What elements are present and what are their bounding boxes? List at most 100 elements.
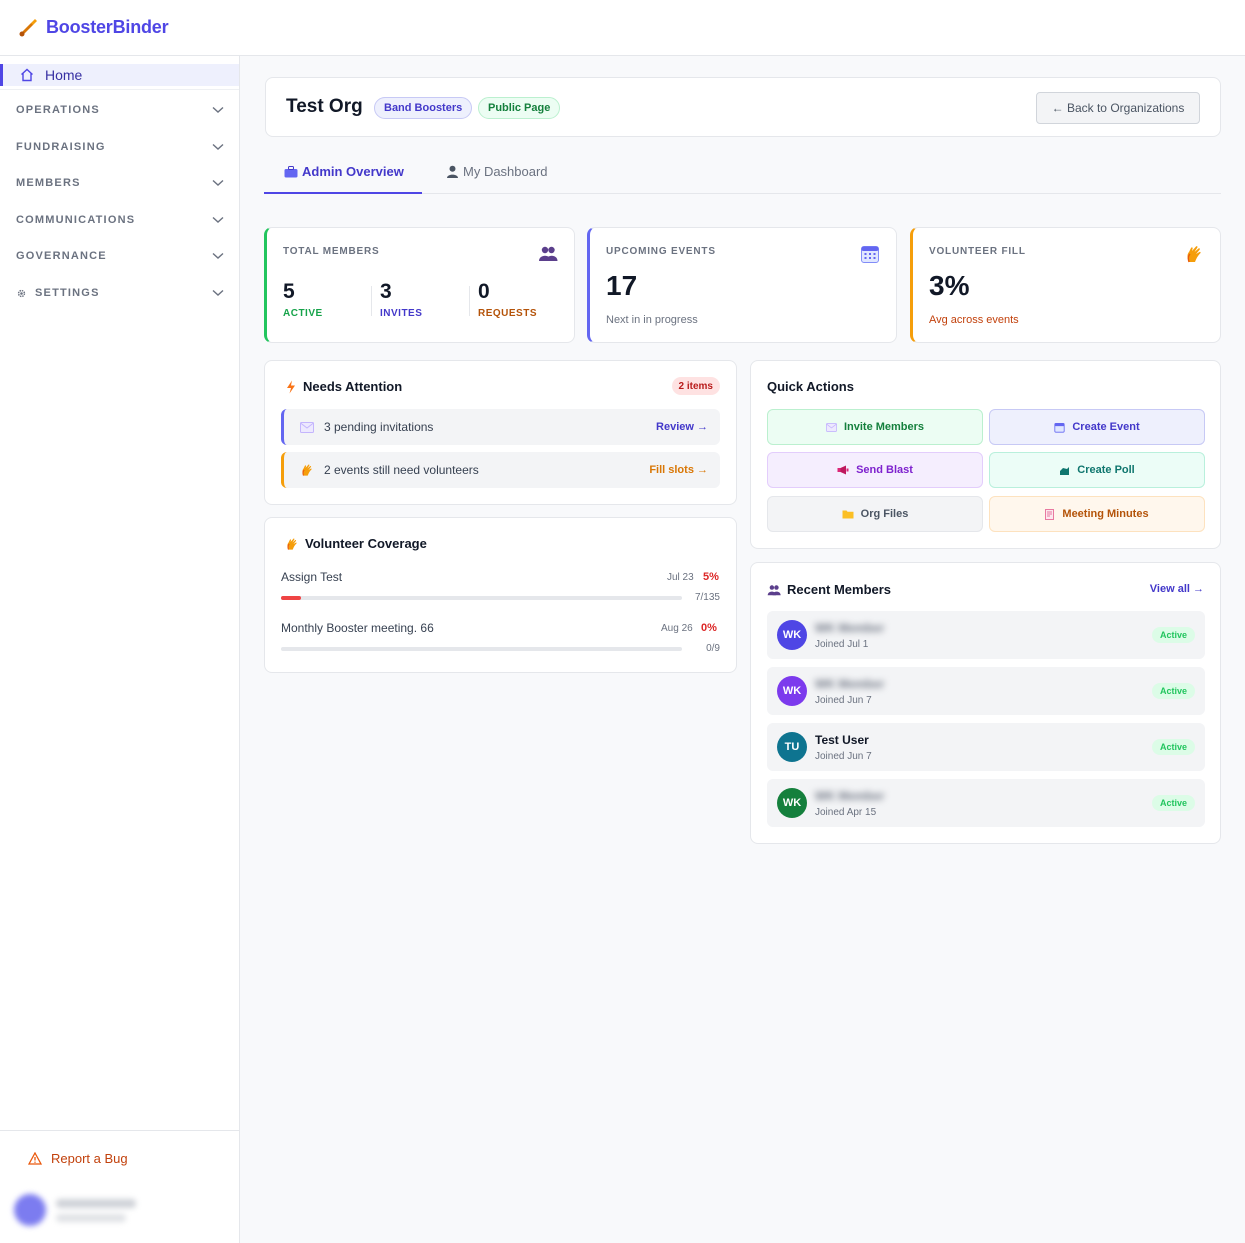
- chevron-down-icon: [212, 252, 224, 259]
- send-blast-button[interactable]: Send Blast: [767, 452, 983, 488]
- chevron-down-icon: [212, 216, 224, 223]
- megaphone-icon: [837, 465, 849, 475]
- volunteer-fill-percent: 3%: [929, 270, 970, 301]
- quick-actions-panel: Quick Actions Invite Members Create Even…: [750, 360, 1221, 549]
- member-name: WK Member: [815, 621, 885, 635]
- raised-hand-icon: [1187, 246, 1201, 263]
- envelope-icon: [825, 422, 837, 432]
- tab-bar: Admin Overview My Dashboard: [264, 152, 1221, 194]
- user-menu[interactable]: [14, 1192, 224, 1228]
- member-name: WK Member: [815, 677, 885, 691]
- upcoming-events-count: 17: [606, 270, 638, 301]
- view-all-members-link[interactable]: View all →: [1149, 583, 1204, 595]
- chevron-down-icon: [212, 106, 224, 113]
- org-files-button[interactable]: Org Files: [767, 496, 983, 532]
- divider: [0, 1130, 239, 1131]
- gear-icon: [17, 289, 26, 297]
- users-icon: [767, 584, 781, 595]
- sidebar-section-operations[interactable]: OPERATIONS: [16, 100, 224, 120]
- top-bar: BoosterBinder: [0, 0, 1245, 56]
- member-joined-date: Joined Jun 7: [815, 695, 872, 706]
- items-count-badge: 2 items: [671, 377, 720, 395]
- list-item[interactable]: WK WK Member Joined Apr 15 Active: [767, 779, 1205, 827]
- upcoming-events-card: UPCOMING EVENTS 17 Next in in progress: [587, 227, 897, 343]
- calendar-icon: [861, 246, 879, 263]
- coverage-progress-bar: [281, 596, 682, 600]
- org-header: Test Org Band Boosters Public Page ← Bac…: [265, 77, 1221, 137]
- trumpet-logo-icon: [19, 18, 37, 36]
- sidebar: Home OPERATIONS FUNDRAISING MEMBERS COMM…: [0, 56, 240, 1243]
- active-count: 5 ACTIVE: [283, 280, 323, 319]
- envelope-icon: [300, 421, 314, 433]
- memo-icon: [1045, 508, 1055, 520]
- chevron-down-icon: [212, 143, 224, 150]
- tab-my-dashboard[interactable]: My Dashboard: [446, 164, 548, 179]
- review-link[interactable]: Review →: [656, 421, 708, 433]
- coverage-event-name: Monthly Booster meeting. 66: [281, 621, 434, 635]
- poll-icon: [1060, 466, 1070, 475]
- status-badge: Active: [1151, 627, 1195, 643]
- avatar: TU: [777, 732, 807, 762]
- upcoming-events-sub: Next in in progress: [606, 314, 698, 326]
- chevron-down-icon: [212, 179, 224, 186]
- calendar-icon: [1054, 422, 1065, 433]
- divider: [371, 286, 372, 316]
- total-members-card: TOTAL MEMBERS 5 ACTIVE 3 INVITES 0 REQUE…: [264, 227, 575, 343]
- folder-icon: [842, 510, 854, 519]
- member-joined-date: Joined Jun 7: [815, 751, 872, 762]
- coverage-progress-fill: [281, 596, 302, 600]
- volunteer-coverage-panel: Volunteer Coverage Assign Test Jul 23 5%…: [264, 517, 737, 673]
- sidebar-section-communications[interactable]: COMMUNICATIONS: [16, 210, 224, 230]
- tab-admin-overview[interactable]: Admin Overview: [284, 164, 404, 179]
- create-event-button[interactable]: Create Event: [989, 409, 1205, 445]
- recent-members-panel: Recent Members View all → WK WK Member J…: [750, 562, 1221, 844]
- coverage-event-count: 0/9: [706, 643, 720, 654]
- sidebar-section-members[interactable]: MEMBERS: [16, 173, 224, 193]
- back-to-organizations-button[interactable]: ← Back to Organizations: [1036, 92, 1200, 124]
- status-badge: Active: [1151, 739, 1195, 755]
- warning-icon: [28, 1152, 42, 1165]
- avatar: WK: [777, 676, 807, 706]
- coverage-progress-bar: [281, 647, 682, 651]
- volunteer-fill-sub: Avg across events: [929, 314, 1019, 326]
- member-name: WK Member: [815, 789, 885, 803]
- home-icon: [21, 68, 33, 82]
- lightning-icon: [287, 380, 295, 393]
- sidebar-section-settings[interactable]: SETTINGS: [16, 283, 224, 303]
- sidebar-item-label: Home: [45, 67, 83, 83]
- coverage-event-percent: 5%: [703, 571, 719, 583]
- volunteer-fill-card: VOLUNTEER FILL 3% Avg across events: [910, 227, 1221, 343]
- org-type-badge: Band Boosters: [374, 97, 473, 119]
- status-badge: Active: [1151, 795, 1195, 811]
- user-icon: [447, 165, 458, 178]
- divider: [0, 89, 239, 90]
- sidebar-item-home[interactable]: Home: [0, 64, 239, 86]
- meeting-minutes-button[interactable]: Meeting Minutes: [989, 496, 1205, 532]
- list-item[interactable]: TU Test User Joined Jun 7 Active: [767, 723, 1205, 771]
- list-item[interactable]: WK WK Member Joined Jul 1 Active: [767, 611, 1205, 659]
- member-joined-date: Joined Jul 1: [815, 639, 869, 650]
- sidebar-section-governance[interactable]: GOVERNANCE: [16, 246, 224, 266]
- needs-attention-panel: Needs Attention 2 items 3 pending invita…: [264, 360, 737, 505]
- app-name[interactable]: BoosterBinder: [46, 17, 169, 37]
- briefcase-icon: [284, 165, 298, 177]
- divider: [469, 286, 470, 316]
- attention-item-invitations[interactable]: 3 pending invitations Review →: [281, 409, 720, 445]
- coverage-event-date: Aug 26: [661, 623, 693, 634]
- raised-hand-icon: [287, 538, 297, 550]
- list-item[interactable]: WK WK Member Joined Jun 7 Active: [767, 667, 1205, 715]
- fill-slots-link[interactable]: Fill slots →: [649, 464, 708, 476]
- coverage-event-percent: 0%: [701, 622, 717, 634]
- report-bug-link[interactable]: Report a Bug: [28, 1151, 128, 1166]
- raised-hand-icon: [302, 464, 312, 476]
- coverage-event-date: Jul 23: [667, 572, 694, 583]
- public-page-badge[interactable]: Public Page: [478, 97, 561, 119]
- member-joined-date: Joined Apr 15: [815, 807, 877, 818]
- attention-item-volunteers[interactable]: 2 events still need volunteers Fill slot…: [281, 452, 720, 488]
- page-title: Test Org: [286, 96, 363, 117]
- member-name: Test User: [815, 733, 869, 747]
- invite-members-button[interactable]: Invite Members: [767, 409, 983, 445]
- sidebar-section-fundraising[interactable]: FUNDRAISING: [16, 137, 224, 157]
- create-poll-button[interactable]: Create Poll: [989, 452, 1205, 488]
- avatar: WK: [777, 620, 807, 650]
